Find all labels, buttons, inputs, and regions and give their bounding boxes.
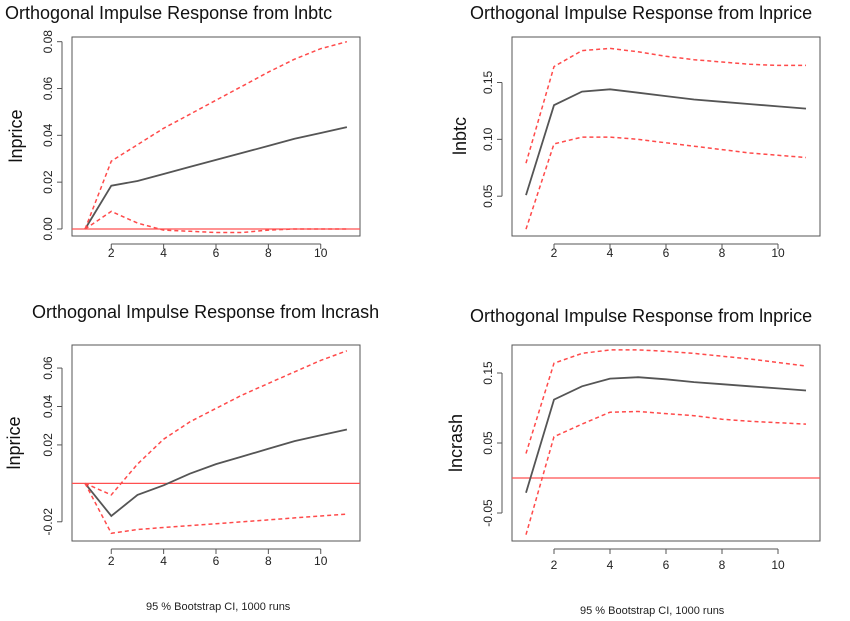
x-tick-label: 6	[213, 246, 220, 260]
x-tick-label: 2	[108, 246, 115, 260]
y-tick-label: 0.02	[41, 433, 55, 457]
y-tick-label: -0.02	[41, 508, 55, 536]
impulse-response-line	[84, 428, 348, 518]
y-tick-label: 0.15	[481, 361, 495, 385]
y-tick-label: 0.06	[41, 356, 55, 380]
y-tick-label: -0.05	[481, 499, 495, 527]
y-tick-label: 0.10	[481, 127, 495, 151]
y-tick-label: 0.02	[41, 170, 55, 194]
chart-panel-1: Orthogonal Impulse Response from lnbtc ln…	[5, 3, 361, 260]
x-tick-label: 10	[314, 554, 328, 568]
plot-frame	[511, 36, 821, 237]
y-axis-label: lnprice	[6, 109, 26, 162]
impulse-response-line	[525, 376, 807, 493]
y-tick-label: 0.05	[481, 184, 495, 208]
plot-frame	[71, 344, 361, 542]
plot-frame	[71, 36, 361, 237]
x-tick-label: 8	[265, 554, 272, 568]
y-tick-label: 0.08	[41, 30, 55, 54]
x-tick-label: 4	[607, 246, 614, 260]
y-tick-label: 0.04	[41, 123, 55, 147]
x-tick-label: 2	[108, 554, 115, 568]
lower-ci-line	[84, 483, 347, 535]
chart-panel-2: Orthogonal Impulse Response from lnprice…	[450, 3, 821, 260]
x-tick-label: 4	[607, 558, 614, 572]
x-tick-label: 2	[551, 558, 558, 572]
plot-frame	[511, 344, 821, 542]
y-tick-label: 0.06	[41, 77, 55, 101]
y-tick-label: 0.15	[481, 70, 495, 94]
upper-ci-line	[84, 350, 348, 496]
bootstrap-caption: 95 % Bootstrap CI, 1000 runs	[146, 601, 291, 613]
upper-ci-line	[525, 47, 806, 164]
x-tick-label: 4	[160, 554, 167, 568]
y-tick-label: 0.05	[481, 431, 495, 455]
y-axis-label: lnbtc	[450, 117, 470, 155]
chart-panel-3: Orthogonal Impulse Response from lncrash…	[4, 302, 379, 613]
x-tick-label: 6	[213, 554, 220, 568]
x-tick-label: 6	[663, 246, 670, 260]
chart-panel-4: Orthogonal Impulse Response from lnprice…	[446, 306, 821, 617]
x-tick-label: 4	[160, 246, 167, 260]
y-tick-label: 0.00	[41, 217, 55, 241]
lower-ci-line	[84, 210, 347, 234]
x-tick-label: 10	[771, 558, 785, 572]
bootstrap-caption: 95 % Bootstrap CI, 1000 runs	[580, 605, 725, 617]
chart-title: Orthogonal Impulse Response from lnbtc	[5, 3, 332, 23]
x-tick-label: 8	[719, 558, 726, 572]
y-tick-label: 0.04	[41, 394, 55, 418]
x-tick-label: 8	[719, 246, 726, 260]
upper-ci-line	[84, 40, 348, 230]
impulse-response-line	[84, 126, 348, 230]
x-tick-label: 10	[314, 246, 328, 260]
chart-title: Orthogonal Impulse Response from lnprice	[470, 3, 812, 23]
y-axis-label: lnprice	[4, 416, 24, 469]
x-tick-label: 10	[771, 246, 785, 260]
x-tick-label: 8	[265, 246, 272, 260]
x-tick-label: 6	[663, 558, 670, 572]
y-axis-label: lncrash	[446, 414, 466, 472]
chart-title: Orthogonal Impulse Response from lncrash	[32, 302, 379, 322]
lower-ci-line	[525, 410, 807, 535]
lower-ci-line	[525, 136, 807, 230]
chart-title: Orthogonal Impulse Response from lnprice	[470, 306, 812, 326]
impulse-response-line	[525, 88, 807, 196]
upper-ci-line	[525, 349, 807, 454]
x-tick-label: 2	[551, 246, 558, 260]
